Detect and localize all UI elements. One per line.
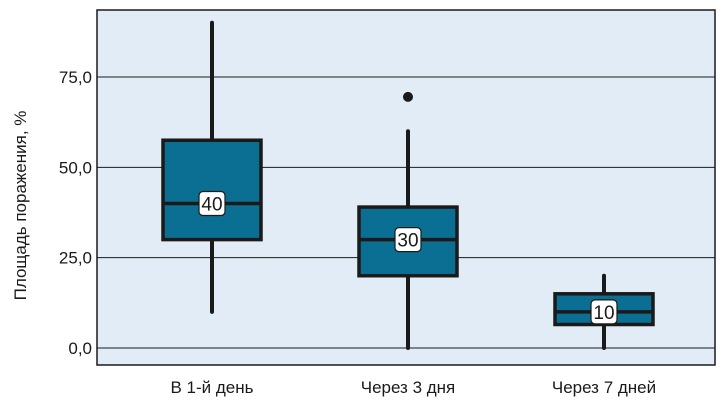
iqr-box — [161, 138, 263, 242]
y-axis-ticks: 0,0 25,0 50,0 75,0 — [59, 68, 92, 358]
y-tick-label: 25,0 — [59, 249, 92, 268]
x-axis-ticks: В 1-й день Через 3 дня Через 7 дней — [170, 378, 656, 397]
boxes: 40 30 10 — [161, 20, 655, 350]
box-2: 30 — [357, 91, 459, 350]
median-label-bg — [394, 227, 422, 253]
y-tick-label: 50,0 — [59, 158, 92, 177]
x-tick-label: Через 3 дня — [361, 378, 456, 397]
y-tick-label: 75,0 — [59, 68, 92, 87]
box-1: 40 — [161, 20, 263, 314]
median-label: 10 — [593, 303, 614, 324]
outlier-point — [403, 91, 413, 102]
median-label: 30 — [397, 231, 418, 252]
x-tick-label: В 1-й день — [170, 378, 253, 397]
box-3: 10 — [553, 273, 655, 350]
y-tick-label: 0,0 — [68, 339, 92, 358]
x-tick-label: Через 7 дней — [552, 378, 656, 397]
median-label-bg — [590, 299, 618, 325]
median-label: 40 — [201, 194, 222, 215]
median-label-bg — [198, 190, 226, 217]
y-axis-label: Площадь поражения, % — [11, 111, 30, 301]
